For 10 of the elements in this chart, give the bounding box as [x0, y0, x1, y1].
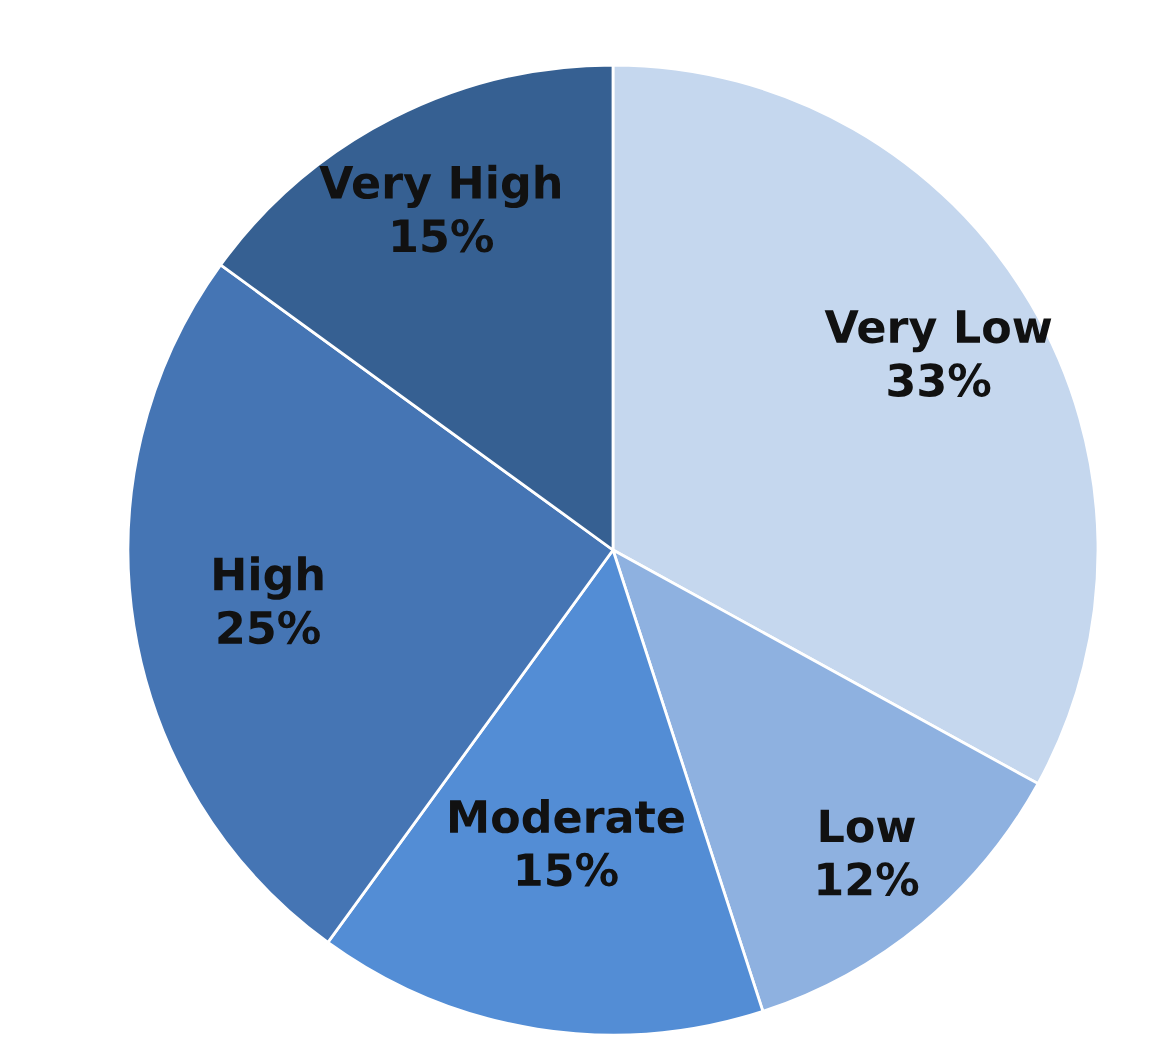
slice-label: High [214, 556, 323, 600]
data-label: 12% [818, 862, 919, 896]
data-label: 15% [517, 852, 618, 887]
slice-label: Very High [319, 164, 560, 209]
slice-label: Low [820, 809, 915, 843]
data-label: 25% [218, 610, 320, 645]
data-label: 33% [888, 363, 991, 397]
slice-label: Very Low [824, 310, 1052, 353]
data-label: 15% [393, 218, 494, 253]
slice-label: Moderate [450, 798, 684, 834]
